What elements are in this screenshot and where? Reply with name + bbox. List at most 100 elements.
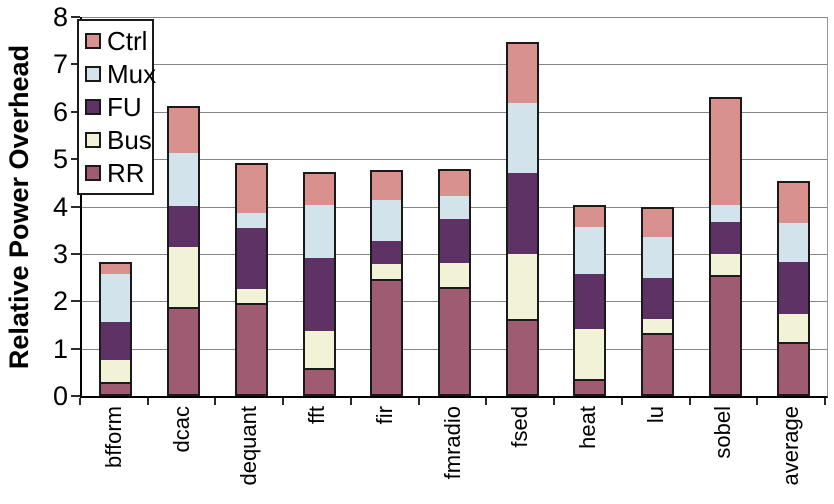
bar-segment-fft-fu bbox=[302, 255, 336, 332]
bar-segment-fft-mux bbox=[302, 203, 336, 258]
x-tick-mark bbox=[417, 398, 420, 405]
y-tick-label: 8 bbox=[52, 2, 68, 32]
bar-segment-heat-fu bbox=[573, 272, 607, 330]
bar-segment-average-fu bbox=[776, 260, 810, 314]
bar-segment-dequant-ctrl bbox=[234, 162, 268, 213]
legend-label: FU bbox=[107, 91, 142, 122]
legend-item-bus: Bus bbox=[85, 126, 152, 154]
bar-segment-fmradio-rr bbox=[438, 287, 471, 396]
legend-label: Ctrl bbox=[107, 26, 148, 57]
chart-legend: Ctrl Mux FU Bus RR bbox=[77, 19, 156, 195]
legend-label: Bus bbox=[107, 124, 152, 155]
y-tick-mark bbox=[71, 16, 80, 18]
bar-segment-sobel-rr bbox=[708, 274, 742, 396]
bar-segment-fsed-ctrl bbox=[505, 42, 539, 103]
x-category-label-fmradio: fmradio bbox=[439, 406, 465, 480]
y-tick-label: 7 bbox=[52, 49, 68, 80]
bar-segment-fsed-fu bbox=[505, 171, 539, 254]
bar-segment-fsed-mux bbox=[505, 100, 539, 174]
y-tick-mark bbox=[71, 252, 80, 255]
bar-segment-lu-rr bbox=[641, 333, 675, 396]
gridline bbox=[82, 17, 827, 18]
bar-segment-sobel-fu bbox=[708, 219, 742, 254]
legend-swatch-bus bbox=[85, 131, 101, 148]
bar-segment-sobel-bus bbox=[708, 251, 742, 275]
bar-segment-fmradio-bus bbox=[438, 261, 471, 288]
y-tick-mark bbox=[71, 395, 80, 397]
bar-segment-dcac-mux bbox=[167, 151, 201, 206]
legend-swatch-fu bbox=[85, 98, 101, 115]
x-tick-mark bbox=[79, 398, 81, 405]
y-tick-label: 6 bbox=[52, 96, 68, 127]
bar-segment-dcac-fu bbox=[167, 203, 201, 247]
bar-segment-dequant-bus bbox=[234, 287, 268, 303]
bar-segment-heat-ctrl bbox=[573, 205, 607, 228]
legend-item-ctrl: Ctrl bbox=[85, 27, 152, 55]
x-tick-mark bbox=[214, 398, 217, 405]
legend-swatch-ctrl bbox=[85, 33, 101, 50]
x-category-label-lu: lu bbox=[642, 406, 668, 424]
bar-segment-fmradio-ctrl bbox=[438, 168, 471, 196]
y-tick-label: 1 bbox=[52, 333, 68, 364]
bar-segment-average-ctrl bbox=[776, 180, 810, 223]
x-category-label-fft: fft bbox=[304, 406, 330, 424]
legend-swatch-rr bbox=[85, 164, 101, 181]
bar-segment-dequant-fu bbox=[234, 225, 268, 290]
bar-segment-lu-fu bbox=[641, 275, 675, 320]
bar-segment-dcac-bus bbox=[167, 244, 201, 308]
bar-segment-fft-bus bbox=[302, 329, 336, 368]
bar-segment-dequant-rr bbox=[234, 302, 268, 396]
bar-segment-fsed-bus bbox=[505, 251, 539, 320]
x-tick-mark bbox=[620, 398, 623, 405]
x-tick-mark bbox=[756, 398, 759, 405]
bar-segment-heat-bus bbox=[573, 327, 607, 379]
bar-segment-dequant-mux bbox=[234, 210, 268, 228]
y-tick-label: 3 bbox=[52, 238, 68, 269]
bar-segment-bfform-bus bbox=[99, 358, 133, 382]
gridline bbox=[82, 64, 827, 66]
bar-segment-lu-mux bbox=[641, 234, 675, 278]
bar-segment-lu-ctrl bbox=[641, 206, 675, 237]
y-tick-mark bbox=[71, 347, 80, 350]
bar-segment-fir-mux bbox=[370, 197, 404, 241]
x-category-label-heat: heat bbox=[574, 406, 600, 449]
y-tick-label: 5 bbox=[52, 144, 68, 175]
bar-segment-bfform-ctrl bbox=[99, 262, 133, 274]
bar-segment-fir-rr bbox=[370, 278, 404, 396]
legend-label: Mux bbox=[107, 59, 157, 90]
plot-area bbox=[80, 17, 828, 398]
legend-swatch-mux bbox=[85, 66, 101, 83]
x-category-label-average: average bbox=[778, 406, 804, 486]
bar-segment-average-rr bbox=[776, 342, 810, 396]
x-tick-mark bbox=[553, 398, 556, 405]
bar-segment-dcac-ctrl bbox=[167, 105, 201, 154]
x-category-label-sobel: sobel bbox=[710, 406, 736, 459]
x-tick-mark bbox=[485, 398, 488, 405]
y-tick-label: 0 bbox=[52, 381, 68, 411]
bar-segment-heat-rr bbox=[573, 378, 607, 396]
x-category-label-fsed: fsed bbox=[507, 406, 533, 448]
y-tick-mark bbox=[71, 63, 80, 66]
legend-label: RR bbox=[107, 157, 145, 188]
bar-segment-fft-rr bbox=[302, 367, 336, 396]
y-tick-label: 4 bbox=[52, 191, 68, 222]
y-tick-mark bbox=[71, 110, 80, 113]
x-category-label-dequant: dequant bbox=[236, 406, 262, 486]
x-tick-mark bbox=[146, 398, 149, 405]
bar-segment-fmradio-fu bbox=[438, 217, 471, 264]
bar-segment-lu-bus bbox=[641, 317, 675, 333]
bar-segment-fir-ctrl bbox=[370, 169, 404, 200]
gridline bbox=[82, 159, 827, 161]
x-tick-mark bbox=[349, 398, 352, 405]
bar-segment-bfform-fu bbox=[99, 320, 133, 360]
bar-segment-fmradio-mux bbox=[438, 193, 471, 220]
x-tick-mark bbox=[282, 398, 285, 405]
bar-segment-average-mux bbox=[776, 220, 810, 263]
bar-segment-sobel-ctrl bbox=[708, 96, 742, 206]
legend-item-fu: FU bbox=[85, 93, 152, 121]
bar-segment-fft-ctrl bbox=[302, 172, 336, 206]
x-category-label-dcac: dcac bbox=[168, 406, 194, 453]
legend-item-mux: Mux bbox=[85, 60, 156, 88]
bar-segment-fir-fu bbox=[370, 238, 404, 264]
bar-segment-fsed-rr bbox=[505, 319, 539, 396]
